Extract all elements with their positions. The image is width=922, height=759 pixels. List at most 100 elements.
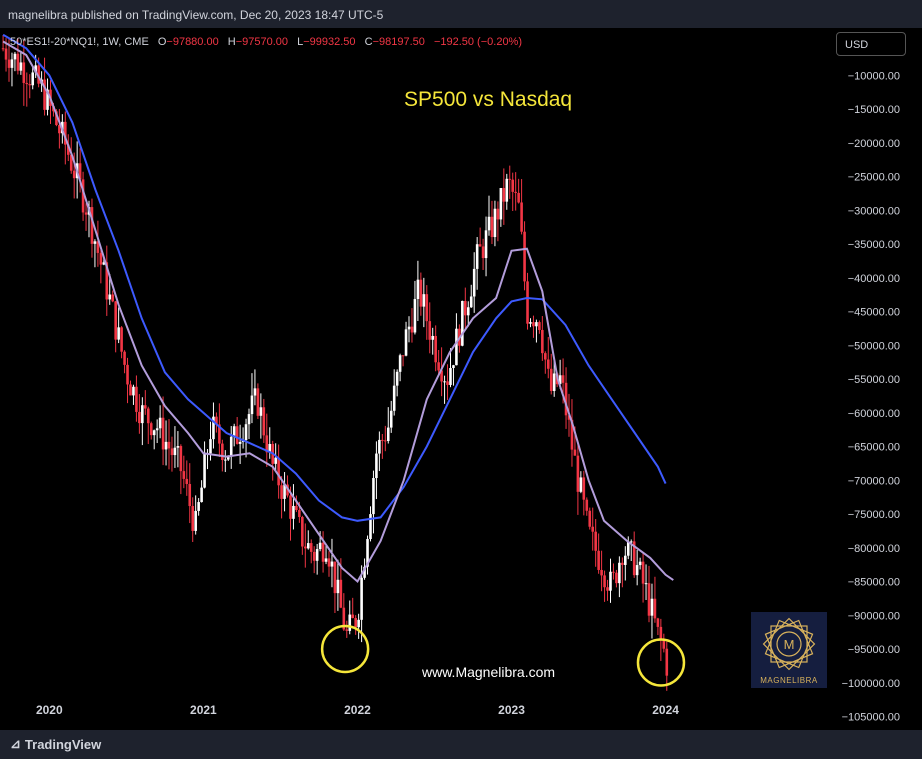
candle-body bbox=[446, 381, 449, 385]
y-tick-label: −10000.00 bbox=[848, 70, 900, 82]
y-tick-label: −65000.00 bbox=[848, 442, 900, 454]
candle-body bbox=[64, 121, 67, 145]
candle-body bbox=[535, 322, 538, 327]
candle-body bbox=[28, 84, 32, 86]
candle-body bbox=[469, 296, 473, 308]
candle-body bbox=[218, 424, 221, 444]
open-label: O bbox=[157, 36, 167, 48]
candle-body bbox=[182, 471, 186, 479]
candle-body bbox=[665, 648, 669, 676]
x-tick-label: 2021 bbox=[190, 703, 217, 717]
candle-body bbox=[443, 381, 446, 383]
candle-body bbox=[656, 618, 660, 627]
close-label: C bbox=[364, 36, 373, 48]
candle-body bbox=[277, 457, 280, 486]
candle-body bbox=[312, 551, 316, 561]
candle-body bbox=[431, 335, 435, 340]
candle-body bbox=[546, 359, 550, 369]
candle-body bbox=[146, 408, 150, 424]
change-value: −192.50 (−0.20%) bbox=[433, 36, 523, 48]
candle-body bbox=[576, 455, 580, 492]
chart-area[interactable]: −10000.00 −15000.00 −20000.00 −25000.00 −300… bbox=[0, 28, 922, 730]
candle-body bbox=[360, 577, 363, 620]
candle-body bbox=[662, 640, 666, 649]
candle-body bbox=[342, 607, 346, 630]
candle-body bbox=[632, 541, 636, 576]
candle-body bbox=[176, 446, 180, 448]
tradingview-logo[interactable]: ⊿ TradingView bbox=[10, 736, 101, 752]
candle-body bbox=[615, 572, 618, 584]
candle-body bbox=[72, 170, 76, 179]
candle-body bbox=[194, 510, 197, 531]
candle-body bbox=[650, 598, 654, 616]
y-tick-label: −90000.00 bbox=[848, 610, 900, 622]
candle-body bbox=[105, 262, 109, 300]
candle-body bbox=[425, 294, 429, 322]
y-tick-label: −105000.00 bbox=[842, 712, 900, 724]
candle-body bbox=[232, 426, 236, 437]
candle-body bbox=[618, 562, 621, 584]
y-tick-label: −20000.00 bbox=[848, 138, 900, 150]
candle-body bbox=[585, 499, 589, 511]
candle-body bbox=[404, 329, 408, 356]
currency-button[interactable]: USD bbox=[836, 32, 906, 56]
x-tick-label: 2023 bbox=[498, 703, 525, 717]
candle-body bbox=[262, 407, 266, 436]
candle-body bbox=[336, 579, 340, 594]
candle-body bbox=[117, 327, 120, 340]
candle-body bbox=[31, 72, 35, 86]
candle-body bbox=[253, 388, 257, 396]
candle-body bbox=[588, 510, 592, 527]
candle-body bbox=[226, 455, 230, 460]
y-tick-label: −50000.00 bbox=[848, 340, 900, 352]
y-tick-label: −40000.00 bbox=[848, 273, 900, 285]
candle-body bbox=[612, 571, 615, 573]
candle-body bbox=[455, 328, 458, 366]
candle-body bbox=[375, 453, 378, 479]
candle-body bbox=[215, 416, 218, 425]
candle-body bbox=[318, 542, 322, 550]
candle-body bbox=[389, 410, 393, 428]
candle-body bbox=[422, 294, 426, 307]
candle-body bbox=[600, 569, 603, 576]
candle-body bbox=[348, 614, 352, 631]
candle-body bbox=[499, 188, 503, 220]
high-value: −97570.00 bbox=[235, 36, 289, 48]
candle-body bbox=[25, 82, 29, 85]
y-tick-label: −85000.00 bbox=[848, 577, 900, 589]
candle-body bbox=[78, 163, 82, 180]
candle-body bbox=[638, 561, 642, 566]
candle-body bbox=[544, 353, 547, 360]
y-tick-label: −55000.00 bbox=[848, 374, 900, 386]
candle-body bbox=[538, 322, 541, 330]
candle-body bbox=[609, 571, 612, 591]
candle-body bbox=[7, 59, 11, 68]
y-tick-label: −75000.00 bbox=[848, 509, 900, 521]
candle-body bbox=[434, 335, 437, 363]
candle-body bbox=[345, 629, 349, 631]
candle-body bbox=[541, 329, 544, 354]
ma-slow-line bbox=[2, 33, 667, 522]
candle-body bbox=[179, 446, 183, 472]
candle-body bbox=[123, 351, 126, 365]
candle-body bbox=[274, 457, 277, 464]
candle-body bbox=[283, 484, 286, 499]
candle-body bbox=[517, 192, 520, 203]
candle-body bbox=[472, 268, 476, 297]
candle-body bbox=[191, 506, 195, 531]
candle-body bbox=[428, 321, 432, 340]
candle-body bbox=[185, 478, 189, 484]
candle-body bbox=[644, 583, 648, 585]
candle-body bbox=[235, 426, 239, 444]
x-tick-label: 2022 bbox=[344, 703, 371, 717]
candle-body bbox=[384, 440, 387, 442]
candle-body bbox=[511, 179, 515, 192]
candle-body bbox=[69, 154, 73, 171]
candle-body bbox=[452, 365, 455, 369]
candle-body bbox=[330, 561, 334, 567]
candle-body bbox=[149, 423, 153, 436]
candle-body bbox=[304, 546, 307, 549]
chart-svg[interactable]: −10000.00 −15000.00 −20000.00 −25000.00 −300… bbox=[0, 28, 922, 730]
candle-body bbox=[582, 477, 586, 500]
y-tick-label: −15000.00 bbox=[848, 104, 900, 116]
